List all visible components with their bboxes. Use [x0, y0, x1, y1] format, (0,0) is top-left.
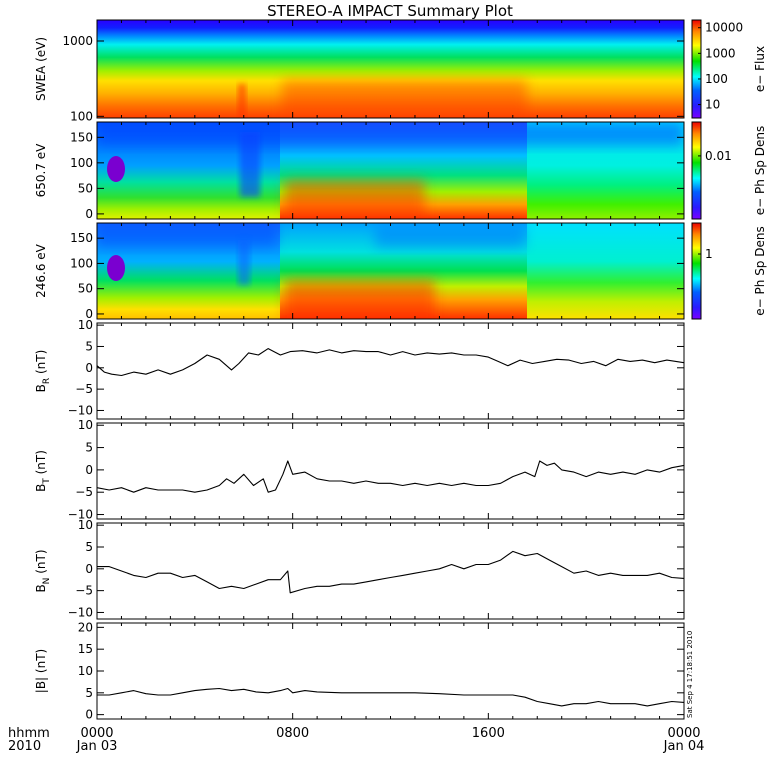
panel-7: 0 5 10 15 20 |B| (nT)	[34, 620, 685, 722]
colorbar-tick-label: 10000	[705, 21, 743, 35]
panel-frame	[96, 422, 685, 520]
panel-3: 0 50 100 150 246.6 eV	[34, 222, 685, 321]
y-tick-label: −10	[68, 605, 93, 619]
y-tick-label: 5	[85, 686, 93, 700]
colorbar-1: 10 100 1000 10000 e− Flux	[691, 19, 767, 119]
y-axis-label: BN (nT)	[34, 549, 52, 592]
panel-frame	[96, 622, 685, 720]
pa-246-dropout	[107, 255, 125, 281]
time-axis-label-year: 2010	[8, 739, 41, 754]
y-axis-label: BT (nT)	[34, 450, 52, 492]
colorbar-tick-label: 1	[705, 247, 713, 261]
y-axis-label: 246.6 eV	[34, 243, 48, 298]
figure-title: STEREO-A IMPACT Summary Plot	[267, 2, 513, 20]
y-tick-label: 100	[70, 256, 93, 270]
time-tick-label: 0000	[80, 726, 113, 741]
y-tick-label: 50	[78, 282, 93, 296]
y-tick-label: 5	[85, 339, 93, 353]
y-axis-label: |B| (nT)	[34, 649, 48, 693]
y-tick-label: 150	[70, 130, 93, 144]
colorbar-scale	[691, 19, 702, 119]
y-axis-label: SWEA (eV)	[34, 37, 48, 101]
colorbar-label: e− Ph Sp Dens	[753, 126, 767, 215]
series-line	[96, 348, 685, 377]
panel-6: −10 −5 0 5 10 BN (nT)	[34, 518, 685, 620]
panel-1: 100 1000 SWEA (eV)	[34, 19, 685, 123]
generation-stamp: Sat Sep 4 17:18:51 2010	[686, 631, 694, 718]
colorbar-2: 0.01 e− Ph Sp Dens	[691, 121, 767, 220]
panel-2: 0 50 100 150 650.7 eV	[34, 121, 685, 221]
colorbar-tick-label: 100	[705, 72, 728, 86]
panel-5: −10 −5 0 5 10 BT (nT)	[34, 418, 685, 522]
y-tick-label: −10	[68, 508, 93, 522]
y-axis-label: 650.7 eV	[34, 143, 48, 198]
swea-stripe	[238, 84, 246, 118]
panel-4: −10 −5 0 5 10 BR (nT)	[34, 318, 685, 420]
y-tick-label: −5	[75, 382, 93, 396]
y-tick-label: 20	[78, 620, 93, 634]
y-tick-label: 10	[78, 518, 93, 532]
y-tick-label: 0	[85, 361, 93, 375]
y-tick-label: 0	[85, 562, 93, 576]
colorbar-scale	[691, 222, 702, 320]
pa-650-dropout	[107, 156, 125, 182]
y-tick-label: 10	[78, 318, 93, 332]
y-tick-label: −10	[68, 403, 93, 417]
date-tick-label: Jan 03	[76, 739, 118, 754]
y-tick-label: 10	[78, 664, 93, 678]
y-tick-label: −5	[75, 485, 93, 499]
series-line	[97, 550, 685, 594]
series-line	[96, 460, 685, 493]
panel-frame	[96, 322, 685, 420]
y-tick-label: 50	[78, 181, 93, 195]
colorbar-label: e− Flux	[753, 46, 767, 92]
date-tick-label: Jan 04	[663, 739, 705, 754]
y-tick-label: 0	[85, 307, 93, 321]
time-tick-label: 1600	[472, 726, 505, 741]
colorbar-tick-label: 1000	[705, 46, 736, 60]
pa-246-right	[527, 223, 684, 319]
y-tick-label: −5	[75, 584, 93, 598]
y-tick-label: 100	[70, 109, 93, 123]
y-tick-label: 150	[70, 231, 93, 245]
colorbar-label: e− Ph Sp Dens	[753, 226, 767, 315]
y-tick-label: 10	[78, 418, 93, 432]
y-tick-label: 100	[70, 156, 93, 170]
time-axis-label-hhmm: hhmm	[8, 726, 50, 741]
time-tick-label: 0800	[276, 726, 309, 741]
colorbar-3: 1 e− Ph Sp Dens	[691, 222, 767, 320]
spectrogram-images	[97, 20, 684, 319]
y-tick-label: 0	[85, 207, 93, 221]
swea-enhancement	[282, 80, 527, 118]
y-tick-label: 0	[85, 463, 93, 477]
panel-frame	[96, 522, 685, 620]
colorbar-tick-label: 10	[705, 98, 720, 112]
series-line	[97, 687, 685, 707]
colorbar-tick-label: 0.01	[705, 149, 732, 163]
y-tick-label: 0	[85, 708, 93, 722]
y-tick-label: 15	[78, 642, 93, 656]
y-tick-label: 1000	[62, 34, 93, 48]
y-axis-label: BR (nT)	[34, 350, 52, 393]
time-tick-label: 0000	[667, 726, 700, 741]
y-tick-label: 5	[85, 540, 93, 554]
y-tick-label: 5	[85, 441, 93, 455]
colorbar-scale	[691, 121, 702, 220]
